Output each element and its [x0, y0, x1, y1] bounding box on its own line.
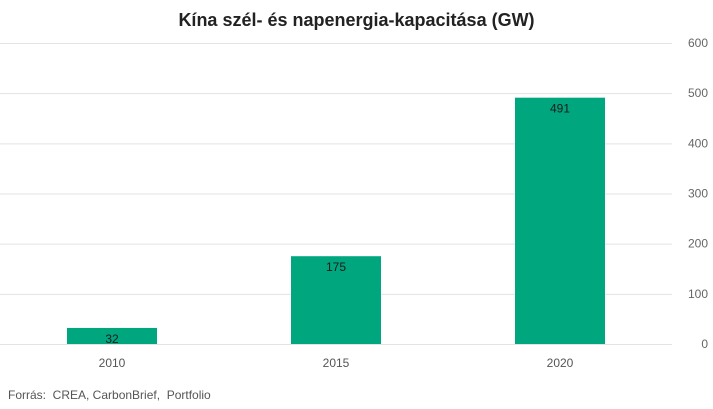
y-tick-label: 200 [688, 237, 708, 251]
y-tick-label: 0 [701, 337, 708, 351]
data-labels: 32 175 491 [105, 102, 570, 346]
y-tick-label: 400 [688, 136, 708, 150]
bar [515, 97, 605, 344]
source-note: Forrás: CREA, CarbonBrief, Portfolio [8, 388, 211, 402]
bars [67, 97, 605, 344]
y-tick-label: 500 [688, 86, 708, 100]
chart-title: Kína szél- és napenergia-kapacitása (GW) [178, 10, 535, 30]
data-label: 175 [326, 260, 346, 274]
data-label: 32 [105, 332, 119, 346]
bar [67, 327, 157, 344]
y-tick-label: 100 [688, 287, 708, 301]
x-tick-label: 2015 [323, 356, 350, 370]
y-tick-label: 300 [688, 187, 708, 201]
x-axis: 2010 2015 2020 [99, 356, 574, 370]
y-tick-label: 600 [688, 36, 708, 50]
x-tick-label: 2010 [99, 356, 126, 370]
x-tick-label: 2020 [547, 356, 574, 370]
bar [291, 256, 381, 344]
y-axis: 0 100 200 300 400 500 600 [688, 36, 708, 351]
data-label: 491 [550, 102, 570, 116]
